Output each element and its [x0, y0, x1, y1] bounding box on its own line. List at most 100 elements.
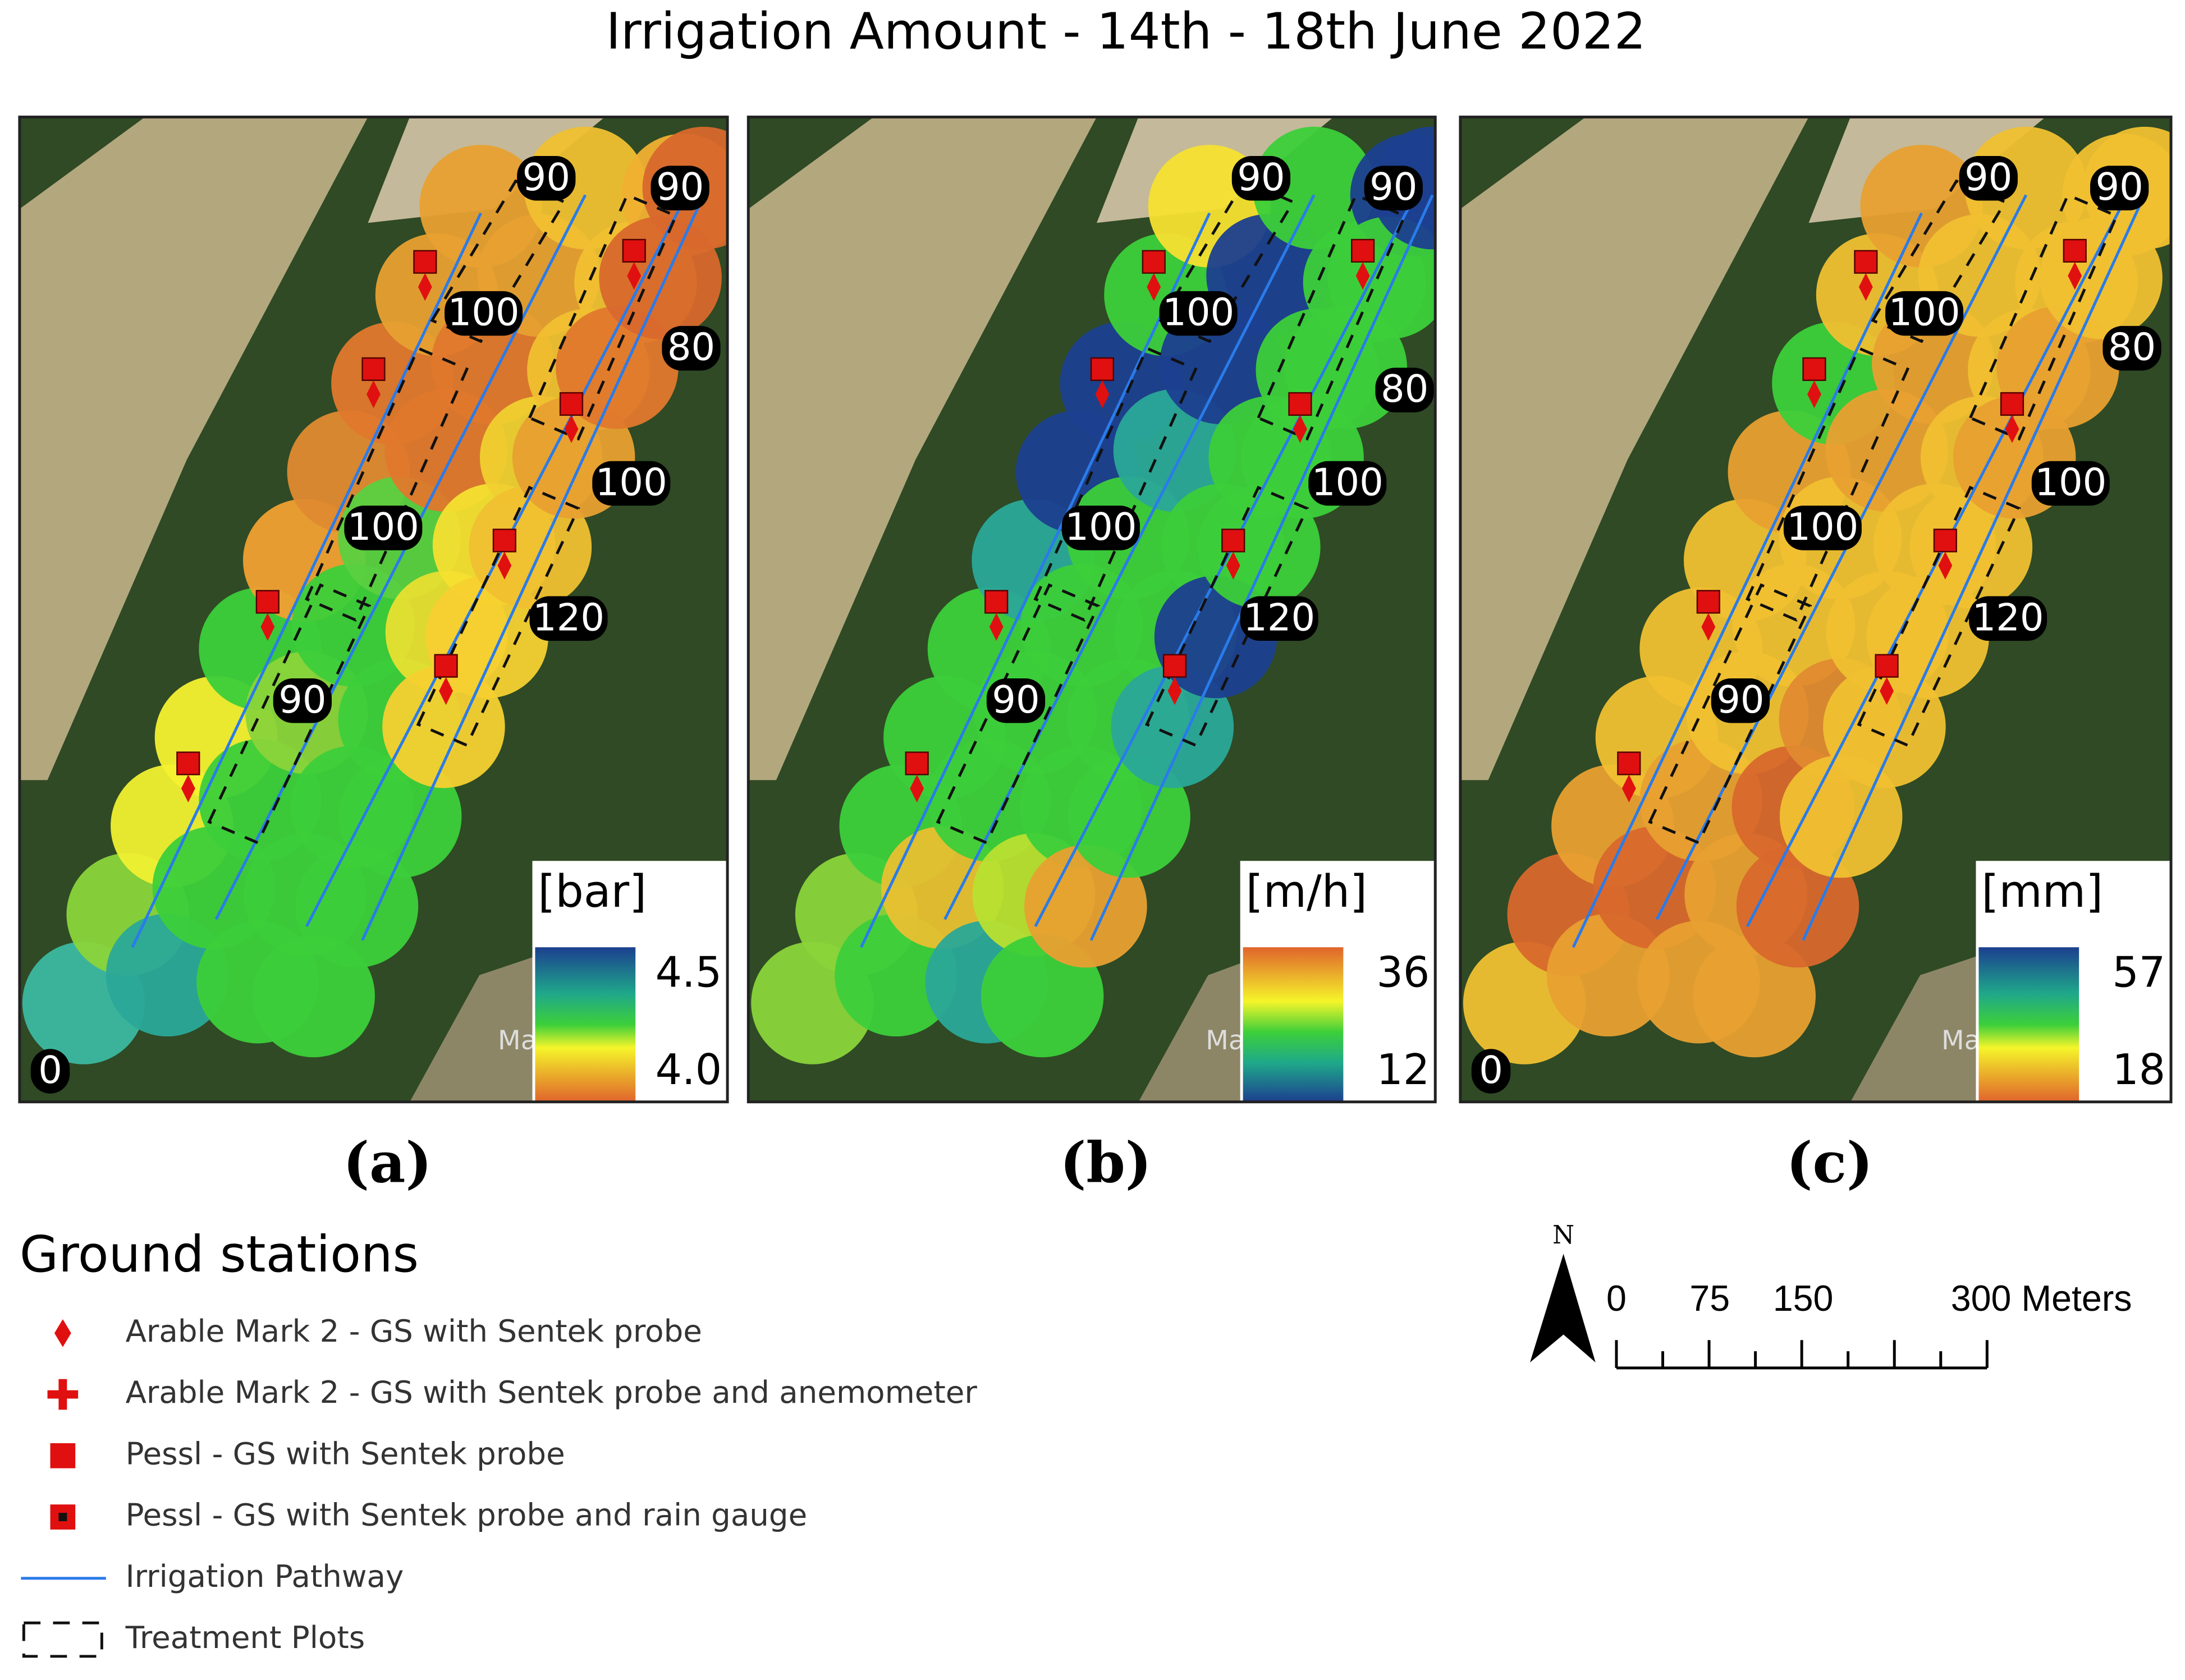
station	[497, 552, 512, 580]
field	[1460, 117, 1809, 781]
treatment-plot	[1857, 485, 2021, 747]
label-halo	[1061, 506, 1140, 550]
panel-label: (c)	[1787, 1130, 1873, 1195]
plot-label: 90	[523, 155, 570, 199]
plot-label: 120	[533, 595, 604, 639]
field	[19, 117, 368, 781]
legend-max: 36	[1377, 948, 1430, 997]
legend-item: Irrigation Pathway	[126, 1558, 404, 1594]
plot-symbol	[22, 1621, 103, 1658]
plot-label: 80	[1381, 367, 1428, 411]
map: 909010080100100120900Maxar,	[1460, 117, 2172, 1102]
legend-item: Arable Mark 2 - GS with Sentek probe and…	[126, 1374, 978, 1410]
plot-label: 90	[278, 678, 326, 722]
panel-frame	[18, 116, 729, 1104]
legend-unit: [mm]	[1981, 865, 2103, 917]
label-halo	[1308, 461, 1387, 506]
panel-label: (a)	[343, 1130, 432, 1195]
legend-min: 12	[1377, 1045, 1430, 1094]
station	[1875, 654, 1899, 678]
field	[748, 117, 1097, 781]
label-halo	[529, 596, 608, 641]
legend-min: 4.0	[656, 1045, 722, 1094]
plot-label: 120	[1972, 595, 2044, 639]
station	[1807, 380, 1821, 408]
treatment-plot	[207, 583, 372, 845]
station	[1090, 357, 1114, 381]
treatment-plot	[1033, 346, 1198, 622]
station	[1162, 654, 1187, 678]
plot-label: 90	[1964, 155, 2012, 199]
label-halo	[1231, 156, 1291, 201]
station	[1147, 273, 1161, 301]
treatment-plot	[1648, 583, 1812, 845]
label-halo	[1711, 678, 1770, 723]
legend-unit: [m/h]	[1246, 865, 1367, 917]
station	[1802, 357, 1826, 381]
station	[255, 590, 280, 614]
color-ramp	[1978, 947, 2079, 1102]
map: 90901008010010012090Maxar,	[748, 117, 1436, 1102]
plot-label: 90	[656, 165, 704, 209]
station	[1617, 751, 1641, 775]
station	[1701, 613, 1716, 641]
treatment-plot	[1158, 179, 1295, 343]
station	[1621, 774, 1636, 802]
legend-max: 4.5	[656, 948, 722, 997]
plot-label: 100	[347, 505, 419, 549]
legend-unit: [bar]	[538, 865, 647, 917]
scale-label: 0	[1606, 1278, 1627, 1319]
irrigation-pathway	[1572, 212, 1923, 948]
diamond-symbol	[54, 1319, 71, 1347]
station	[1226, 552, 1240, 580]
label-halo	[30, 1049, 70, 1094]
irrigation-pathway	[131, 212, 482, 948]
label-halo	[662, 325, 721, 371]
station	[1095, 380, 1110, 408]
treatment-plot	[430, 179, 567, 343]
station	[2063, 238, 2087, 263]
legend-min: 18	[2112, 1045, 2165, 1094]
label-halo	[1969, 596, 2047, 641]
label-halo	[445, 291, 523, 336]
station	[1355, 261, 1370, 290]
dot-symbol	[58, 1513, 67, 1521]
treatment-plot	[305, 346, 469, 622]
station	[2000, 392, 2024, 416]
label-halo	[1159, 291, 1238, 336]
panel-label: (b)	[1060, 1130, 1151, 1195]
plot-label: 120	[1243, 595, 1315, 639]
plot-label: 0	[1479, 1048, 1503, 1092]
label-halo	[651, 166, 709, 210]
station	[1938, 552, 1953, 580]
station	[1696, 590, 1720, 614]
treatment-plot	[1871, 179, 2008, 343]
north-arrow	[1530, 1254, 1596, 1362]
label-halo	[273, 678, 332, 723]
label-halo	[592, 461, 671, 506]
plot-label: 90	[1369, 165, 1417, 209]
plot-label: 100	[1787, 505, 1858, 549]
station	[367, 380, 381, 408]
station	[176, 751, 200, 775]
treatment-plot	[1746, 346, 1910, 622]
treatment-plot	[416, 485, 580, 747]
station	[1351, 238, 1375, 263]
station	[434, 654, 458, 678]
map-panel: 909010080100100120900Maxar,[bar]4.54.0(a…	[18, 116, 729, 1195]
station	[1854, 250, 1878, 274]
label-halo	[1783, 506, 1862, 550]
station	[492, 529, 516, 553]
plot-label: 90	[2096, 165, 2143, 209]
plot-label: 100	[596, 460, 667, 504]
panel-frame	[746, 116, 1437, 1104]
treatment-plot	[1144, 485, 1309, 747]
label-halo	[2031, 461, 2110, 506]
label-halo	[1885, 291, 1964, 336]
legend-max: 57	[2112, 948, 2165, 997]
label-halo	[2090, 166, 2149, 210]
station	[361, 357, 386, 381]
north-label: N	[1552, 1220, 1574, 1250]
